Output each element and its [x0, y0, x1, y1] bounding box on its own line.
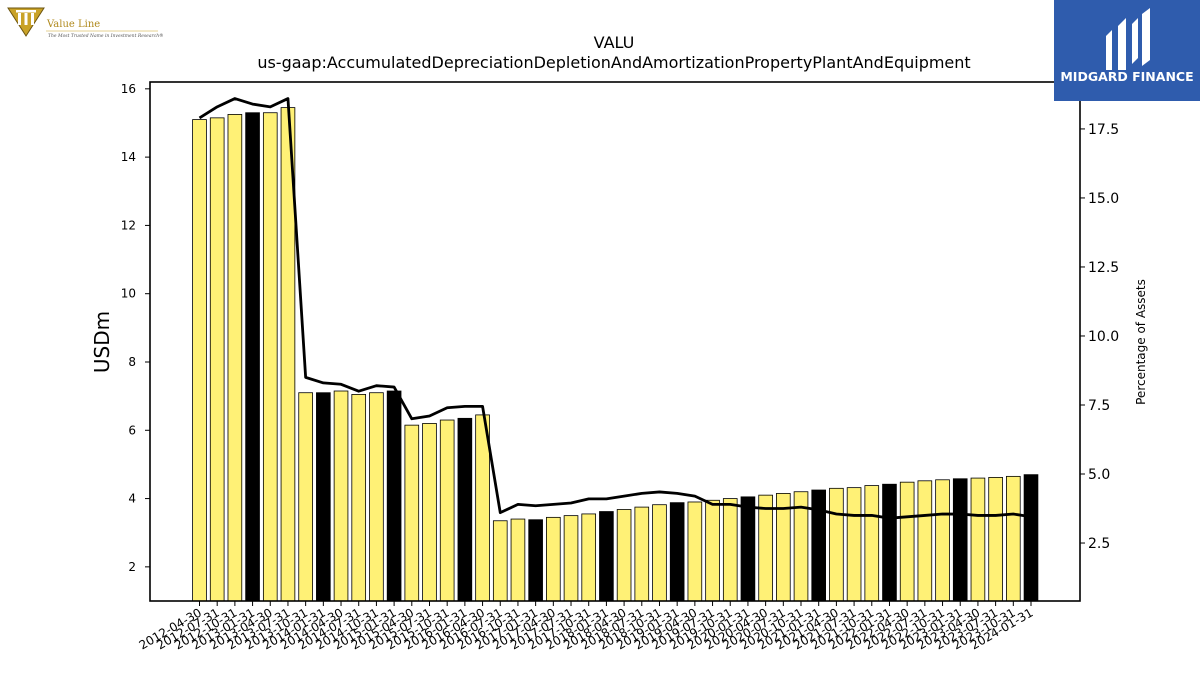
y-axis-label: USDm	[90, 311, 114, 373]
bar	[404, 424, 420, 602]
emblem-column-icon	[24, 13, 28, 25]
bar	[209, 117, 225, 602]
plot-frame	[149, 81, 1081, 602]
value-line-name: Value Line	[46, 19, 100, 30]
emblem-roof-icon	[16, 10, 36, 13]
bar	[634, 506, 650, 602]
value-line-tagline: The Most Trusted Name in Investment Rese…	[48, 32, 164, 39]
bar	[333, 390, 349, 602]
bar	[599, 511, 614, 602]
chart-title: VALU	[594, 33, 635, 52]
bar	[386, 390, 402, 602]
bar	[952, 478, 968, 602]
bar	[1023, 474, 1039, 602]
bar	[917, 480, 933, 602]
y2-tick-label: 5.0	[1088, 467, 1110, 483]
bar	[882, 483, 897, 602]
bar	[457, 417, 473, 602]
bar	[669, 502, 685, 602]
bar	[192, 119, 207, 602]
chart-subtitle: us-gaap:AccumulatedDepreciationDepletion…	[257, 53, 970, 72]
y-tick-label: 10	[121, 287, 136, 301]
bar	[245, 112, 260, 602]
bar	[758, 494, 773, 602]
y-tick-label: 8	[128, 355, 136, 369]
emblem-column-icon	[18, 13, 21, 25]
line-group	[198, 97, 1032, 520]
midgard-emblem-icon	[1106, 8, 1150, 70]
bar	[510, 518, 526, 602]
y2-tick-label: 10.0	[1088, 329, 1119, 345]
bar	[351, 394, 367, 602]
bar	[492, 520, 508, 602]
y2-tick-label: 12.5	[1088, 260, 1119, 276]
bar	[262, 112, 278, 602]
bar	[864, 485, 880, 602]
bar	[1006, 475, 1021, 602]
bar	[899, 481, 915, 602]
y-tick-label: 4	[128, 492, 136, 506]
y2-tick-label: 2.5	[1088, 536, 1110, 552]
bar	[970, 477, 986, 602]
bar	[740, 496, 756, 602]
bar	[846, 487, 862, 602]
y2-axis-label: Percentage of Assets	[1134, 279, 1148, 405]
bar	[227, 114, 243, 602]
bar	[616, 509, 632, 602]
y2-tick-label: 17.5	[1088, 122, 1119, 138]
bar	[528, 519, 543, 602]
y2-tick-label: 15.0	[1088, 191, 1119, 207]
y-tick-label: 14	[121, 150, 136, 164]
bar-group	[192, 107, 1039, 602]
y-tick-label: 2	[128, 560, 136, 574]
midgard-finance-logo: MIDGARD FINANCE	[1054, 0, 1200, 101]
bar	[722, 498, 738, 602]
bar	[439, 419, 455, 602]
y-tick-label: 6	[128, 423, 136, 437]
y-axis-right: 2.5 5.0 7.5 10.0 12.5 15.0 17.5	[1080, 122, 1119, 552]
bar	[811, 489, 826, 602]
bar	[988, 476, 1003, 602]
x-axis: 2012-04-302012-07-312012-10-312013-01-31…	[137, 601, 1036, 652]
bar	[546, 516, 561, 602]
bar	[935, 479, 950, 602]
bar	[652, 504, 667, 602]
bar	[422, 423, 437, 602]
value-line-logo: Value Line The Most Trusted Name in Inve…	[6, 4, 166, 40]
bar	[829, 487, 844, 602]
bar	[687, 501, 703, 602]
series-line	[198, 97, 1032, 520]
emblem-column-icon	[31, 13, 34, 25]
midgard-finance-name: MIDGARD FINANCE	[1060, 69, 1193, 84]
bar	[369, 392, 384, 602]
y2-tick-label: 7.5	[1088, 398, 1110, 414]
bar	[298, 392, 313, 602]
bar	[316, 392, 331, 602]
y-axis-left: 2 4 6 8 10 12 14 16	[121, 82, 150, 574]
y-tick-label: 12	[121, 218, 136, 232]
y-tick-label: 16	[121, 82, 136, 96]
bar	[563, 515, 579, 602]
bar	[705, 499, 720, 602]
bar	[581, 513, 597, 602]
